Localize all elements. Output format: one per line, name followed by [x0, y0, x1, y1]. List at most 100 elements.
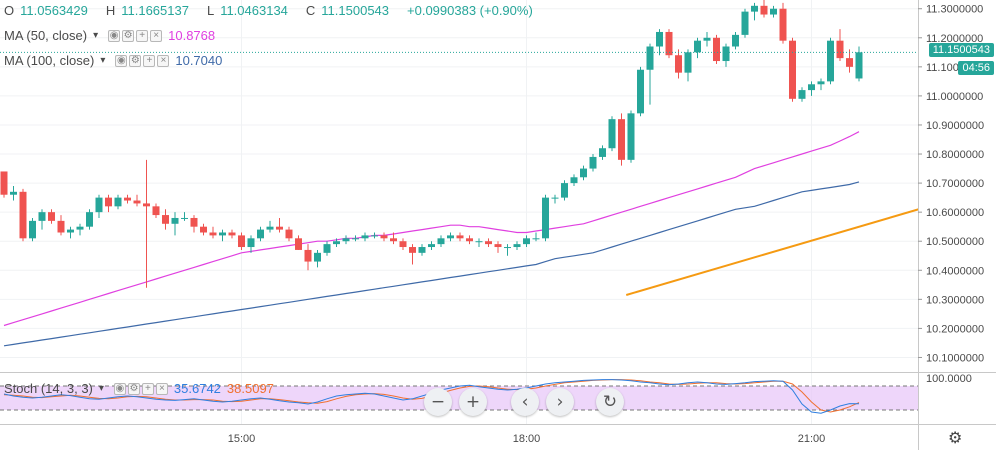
- candle-body[interactable]: [209, 232, 217, 236]
- candle-body[interactable]: [390, 238, 397, 242]
- gear-icon[interactable]: ⚙: [127, 382, 140, 395]
- gear-icon[interactable]: ⚙: [122, 29, 135, 42]
- candle-body[interactable]: [618, 119, 625, 160]
- candle-body[interactable]: [504, 247, 511, 249]
- plus-icon[interactable]: +: [143, 54, 156, 67]
- eye-icon[interactable]: ◉: [113, 382, 126, 395]
- candle-body[interactable]: [466, 238, 473, 242]
- candle-body[interactable]: [304, 249, 312, 262]
- candle-body[interactable]: [475, 241, 483, 243]
- candle-body[interactable]: [380, 235, 388, 239]
- stoch-legend[interactable]: Stoch (14, 3, 3) ▾ ◉ ⚙ + × 35.6742 38.50…: [4, 381, 274, 396]
- candle-body[interactable]: [323, 244, 331, 253]
- candle-body[interactable]: [580, 168, 587, 178]
- candle-body[interactable]: [105, 197, 112, 207]
- candle-body[interactable]: [808, 84, 815, 91]
- plus-icon[interactable]: +: [141, 382, 154, 395]
- candle-body[interactable]: [694, 40, 701, 53]
- candle-body[interactable]: [485, 241, 492, 245]
- candle-body[interactable]: [276, 226, 283, 230]
- candle-body[interactable]: [722, 46, 730, 62]
- candle-body[interactable]: [789, 40, 796, 99]
- plus-icon[interactable]: +: [136, 29, 149, 42]
- candle-body[interactable]: [741, 11, 749, 35]
- candle-body[interactable]: [333, 241, 340, 245]
- candle-body[interactable]: [285, 229, 293, 239]
- candle-body[interactable]: [561, 183, 568, 198]
- candle-body[interactable]: [437, 238, 445, 245]
- candle-body[interactable]: [656, 31, 663, 47]
- candle-body[interactable]: [779, 8, 787, 41]
- zoom-out-button[interactable]: −: [424, 388, 452, 416]
- close-icon[interactable]: ×: [155, 382, 168, 395]
- candle-body[interactable]: [371, 235, 378, 237]
- candle-body[interactable]: [751, 5, 758, 12]
- candle-body[interactable]: [143, 203, 150, 207]
- gear-icon[interactable]: ⚙: [129, 54, 142, 67]
- candle-body[interactable]: [38, 212, 46, 221]
- candle-body[interactable]: [247, 238, 255, 248]
- candle-body[interactable]: [181, 217, 188, 219]
- candle-body[interactable]: [855, 52, 863, 79]
- candle-body[interactable]: [684, 52, 692, 73]
- candle-body[interactable]: [57, 220, 65, 233]
- candle-body[interactable]: [760, 5, 768, 15]
- candle-body[interactable]: [162, 215, 169, 224]
- candle-body[interactable]: [627, 113, 635, 160]
- candle-body[interactable]: [523, 238, 530, 245]
- candle-body[interactable]: [266, 226, 274, 230]
- candle-body[interactable]: [238, 235, 245, 248]
- candle-body[interactable]: [48, 212, 55, 221]
- candle-body[interactable]: [770, 8, 777, 15]
- candle-body[interactable]: [114, 197, 122, 207]
- candle-body[interactable]: [817, 81, 825, 85]
- candle-body[interactable]: [665, 31, 673, 56]
- candle-body[interactable]: [361, 235, 369, 239]
- candle-body[interactable]: [257, 229, 264, 239]
- candle-body[interactable]: [646, 46, 654, 70]
- candle-body[interactable]: [124, 197, 131, 201]
- candle-body[interactable]: [190, 217, 198, 227]
- candle-body[interactable]: [19, 191, 27, 239]
- candle-body[interactable]: [200, 226, 207, 233]
- ma100-legend[interactable]: MA (100, close) ▾ ◉ ⚙ + × 10.7040: [4, 53, 222, 68]
- scroll-right-button[interactable]: ›: [546, 388, 574, 416]
- candle-body[interactable]: [67, 229, 74, 233]
- chevron-down-icon[interactable]: ▾: [100, 55, 106, 66]
- candle-body[interactable]: [352, 238, 359, 240]
- eye-icon[interactable]: ◉: [108, 29, 121, 42]
- candle-body[interactable]: [703, 37, 711, 41]
- candle-body[interactable]: [133, 200, 141, 204]
- candle-body[interactable]: [409, 247, 416, 253]
- candle-body[interactable]: [86, 212, 93, 227]
- ma50-label[interactable]: MA (50, close): [4, 28, 88, 43]
- reset-button[interactable]: ↻: [596, 388, 624, 416]
- gear-icon[interactable]: ⚙: [948, 428, 963, 447]
- candle-body[interactable]: [428, 244, 435, 248]
- candle-body[interactable]: [95, 197, 103, 213]
- candle-body[interactable]: [570, 177, 578, 184]
- chevron-down-icon[interactable]: ▾: [93, 30, 99, 41]
- chevron-down-icon[interactable]: ▾: [98, 383, 104, 394]
- candle-body[interactable]: [532, 238, 540, 240]
- candle-body[interactable]: [314, 252, 321, 262]
- candle-body[interactable]: [608, 119, 616, 149]
- candle-body[interactable]: [827, 40, 834, 82]
- candle-body[interactable]: [836, 40, 844, 59]
- candle-body[interactable]: [798, 90, 806, 99]
- candle-body[interactable]: [846, 58, 853, 67]
- candle-body[interactable]: [152, 206, 160, 216]
- candle-body[interactable]: [76, 226, 84, 230]
- candle-body[interactable]: [29, 220, 36, 239]
- eye-icon[interactable]: ◉: [115, 54, 128, 67]
- candle-body[interactable]: [513, 244, 521, 248]
- candle-body[interactable]: [342, 238, 350, 242]
- candle-body[interactable]: [399, 241, 407, 248]
- candle-body[interactable]: [0, 171, 8, 195]
- candle-body[interactable]: [456, 235, 464, 239]
- candle-body[interactable]: [295, 238, 302, 250]
- candle-body[interactable]: [10, 191, 17, 195]
- candle-body[interactable]: [228, 232, 236, 236]
- candle-body[interactable]: [732, 34, 739, 47]
- ma50-legend[interactable]: MA (50, close) ▾ ◉ ⚙ + × 10.8768: [4, 28, 215, 43]
